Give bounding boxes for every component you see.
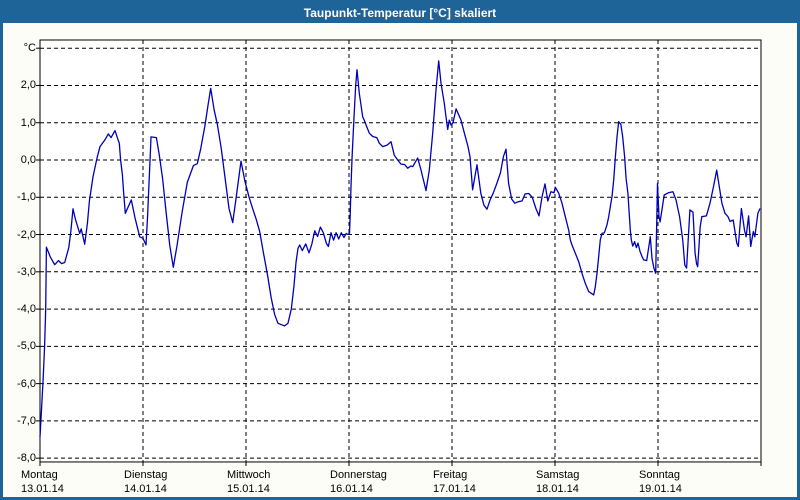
day-name: Sonntag: [639, 468, 680, 481]
x-day-label: Dienstag 14.01.14: [124, 468, 167, 496]
day-name: Montag: [21, 468, 58, 481]
day-name: Donnerstag: [330, 468, 387, 481]
day-name: Samstag: [536, 468, 580, 481]
x-day-label: Sonntag 19.01.14: [639, 468, 682, 496]
day-name: Dienstag: [124, 468, 168, 481]
y-tick-label: -8,0: [17, 452, 36, 465]
x-day-label: Samstag 18.01.14: [536, 468, 579, 496]
y-tick-label: 0,0: [20, 154, 36, 166]
y-tick-label: -1,0: [17, 191, 36, 204]
x-day-label: Freitag 17.01.14: [433, 468, 476, 496]
day-date: 18.01.14: [536, 482, 579, 495]
y-tick-label: -4,0: [17, 303, 36, 316]
y-tick-label: °C: [23, 42, 36, 55]
day-date: 13.01.14: [21, 482, 64, 495]
y-tick-label: -5,0: [17, 340, 36, 353]
y-tick-label: -6,0: [17, 377, 36, 390]
day-date: 14.01.14: [124, 482, 167, 495]
y-tick-label: -7,0: [17, 414, 36, 427]
plot-frame: [39, 39, 762, 463]
dewpoint-line-chart: [36, 39, 762, 466]
window-title: Taupunkt-Temperatur [°C] skaliert: [303, 6, 497, 20]
day-name: Mittwoch: [227, 468, 271, 481]
x-day-label: Donnerstag 16.01.14: [330, 468, 387, 496]
day-name: Freitag: [433, 468, 468, 481]
y-tick-label: -2,0: [17, 228, 36, 241]
y-tick-label: 1,0: [20, 116, 36, 129]
dewpoint-series-line: [39, 60, 761, 437]
day-date: 17.01.14: [433, 482, 476, 495]
y-tick-label: -3,0: [17, 265, 36, 278]
y-tick-label: 2,0: [20, 79, 36, 92]
window-title-bar[interactable]: Taupunkt-Temperatur [°C] skaliert: [3, 3, 797, 23]
day-date: 16.01.14: [330, 482, 373, 495]
x-day-label: Montag 13.01.14: [21, 468, 64, 496]
day-date: 19.01.14: [639, 482, 682, 495]
day-date: 15.01.14: [227, 482, 270, 495]
x-day-label: Mittwoch 15.01.14: [227, 468, 270, 496]
